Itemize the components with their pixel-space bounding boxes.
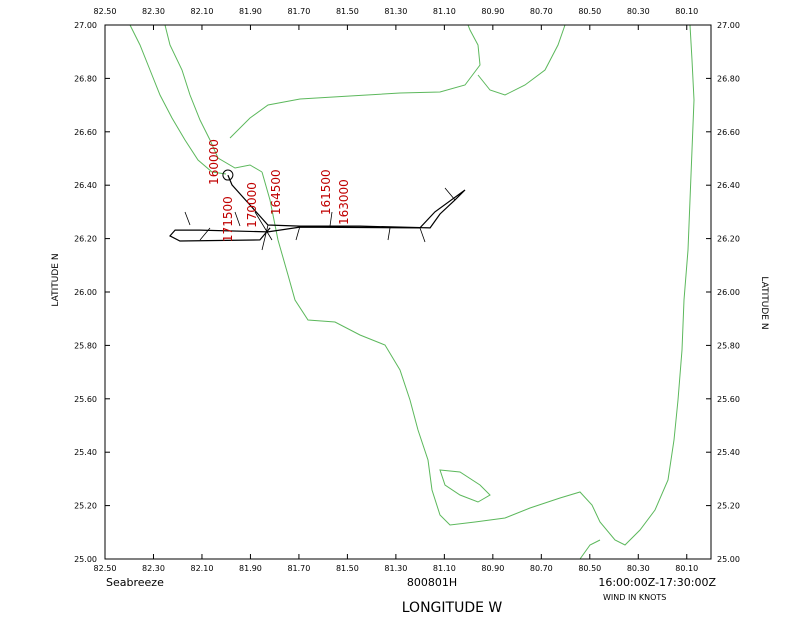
y-tick-label-right: 26.80: [717, 74, 740, 83]
x-tick-label: 81.30: [384, 564, 407, 573]
coastline: [579, 539, 601, 560]
coastline: [439, 469, 491, 503]
time-label: 160000: [207, 139, 221, 185]
x-axis-label: LONGITUDE W: [402, 600, 503, 616]
x-tick-label: 80.30: [627, 564, 650, 573]
flight-track: [169, 174, 466, 242]
x-tick-label: 81.90: [239, 564, 262, 573]
y-tick-label: 25.40: [74, 448, 97, 457]
coastline: [477, 24, 566, 96]
y-axis-label: LATITUDE N: [51, 253, 61, 306]
x-tick-label-top: 81.90: [239, 7, 262, 16]
y-tick-label: 26.20: [74, 235, 97, 244]
x-tick-label: 82.10: [191, 564, 214, 573]
x-tick-label-top: 80.50: [578, 7, 601, 16]
track-start: [222, 169, 234, 181]
y-tick-label-right: 26.20: [717, 235, 740, 244]
x-tick-label-top: 81.10: [433, 7, 456, 16]
y-tick-label-right: 26.40: [717, 181, 740, 190]
flight-id: 800801H: [407, 576, 457, 589]
x-tick-label-top: 82.30: [142, 7, 165, 16]
x-tick-label: 81.10: [433, 564, 456, 573]
x-tick-label: 81.50: [336, 564, 359, 573]
x-tick-label: 81.70: [287, 564, 310, 573]
time-label: 163000: [337, 179, 351, 225]
x-tick-label: 80.10: [675, 564, 698, 573]
y-tick-label: 27.00: [74, 21, 97, 30]
y-tick-label: 25.00: [74, 555, 97, 564]
coastline: [129, 24, 227, 175]
y-axis-label-right: LATITUDE N: [759, 276, 769, 329]
y-tick-label-right: 25.20: [717, 502, 740, 511]
x-tick-label-top: 81.70: [287, 7, 310, 16]
x-tick-label: 80.50: [578, 564, 601, 573]
x-tick-label-top: 80.30: [627, 7, 650, 16]
time-label: 164500: [269, 169, 283, 215]
x-tick-label-top: 80.90: [481, 7, 504, 16]
wind-barbs: [184, 187, 456, 251]
y-tick-label: 25.80: [74, 341, 97, 350]
x-tick-label-top: 81.50: [336, 7, 359, 16]
x-tick-label-top: 80.10: [675, 7, 698, 16]
x-tick-label: 80.70: [530, 564, 553, 573]
y-tick-label-right: 26.60: [717, 128, 740, 137]
y-tick-label: 26.60: [74, 128, 97, 137]
x-tick-label-top: 80.70: [530, 7, 553, 16]
x-tick-label-top: 82.50: [94, 7, 117, 16]
wind-barb: [184, 187, 456, 251]
wind-units: WIND IN KNOTS: [603, 593, 666, 602]
time-label: 171500: [221, 196, 235, 242]
time-label: 170000: [245, 182, 259, 228]
coastline: [129, 24, 695, 560]
x-tick-label-top: 82.10: [191, 7, 214, 16]
time-range: 16:00:00Z-17:30:00Z: [598, 576, 716, 589]
coastline: [261, 24, 695, 546]
y-tick-label: 26.00: [74, 288, 97, 297]
coastline: [164, 24, 263, 173]
plot-frame: [104, 24, 712, 560]
y-tick-label-right: 25.80: [717, 341, 740, 350]
time-label: 161500: [319, 169, 333, 215]
y-tick-label-right: 26.00: [717, 288, 740, 297]
x-tick-label: 80.90: [481, 564, 504, 573]
y-tick-label: 25.60: [74, 395, 97, 404]
x-tick-label-top: 81.30: [384, 7, 407, 16]
y-tick-label-right: 25.00: [717, 555, 740, 564]
y-tick-label: 26.80: [74, 74, 97, 83]
x-tick-label: 82.30: [142, 564, 165, 573]
y-tick-label-right: 25.60: [717, 395, 740, 404]
y-tick-label-right: 27.00: [717, 21, 740, 30]
project-name: Seabreeze: [106, 576, 164, 589]
y-tick-label: 25.20: [74, 502, 97, 511]
coastline: [229, 24, 481, 139]
y-tick-label: 26.40: [74, 181, 97, 190]
y-tick-label-right: 25.40: [717, 448, 740, 457]
x-tick-label: 82.50: [94, 564, 117, 573]
